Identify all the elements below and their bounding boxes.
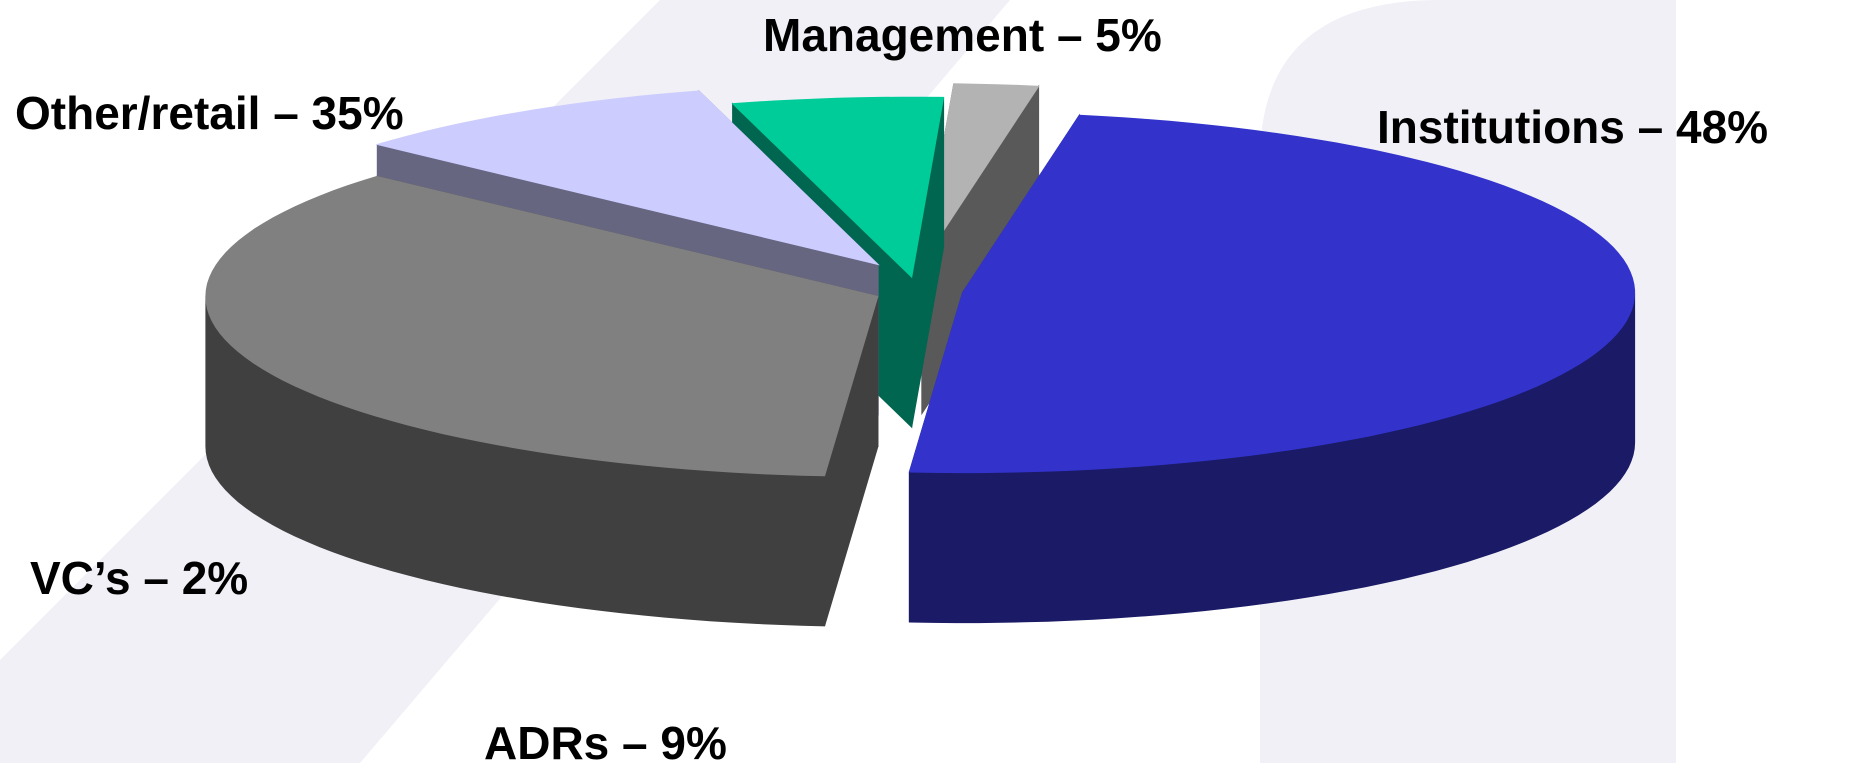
slice-other-retail — [205, 175, 879, 627]
slice-label-management: Management – 5% — [763, 9, 1162, 61]
pie-slices — [205, 83, 1636, 627]
slice-other-retail-top — [205, 175, 879, 477]
slice-management-top — [731, 96, 945, 279]
slice-adrs-top — [375, 90, 880, 266]
slice-label-institutions: Institutions – 48% — [1377, 101, 1769, 153]
slice-vc-s-top — [921, 83, 1040, 264]
slice-label-other-retail: Other/retail – 35% — [15, 87, 404, 139]
slice-institutions — [908, 113, 1636, 624]
slice-institutions-top — [908, 114, 1636, 474]
slice-label-adrs: ADRs – 9% — [484, 717, 727, 769]
slice-label-vcs: VC’s – 2% — [30, 552, 249, 604]
